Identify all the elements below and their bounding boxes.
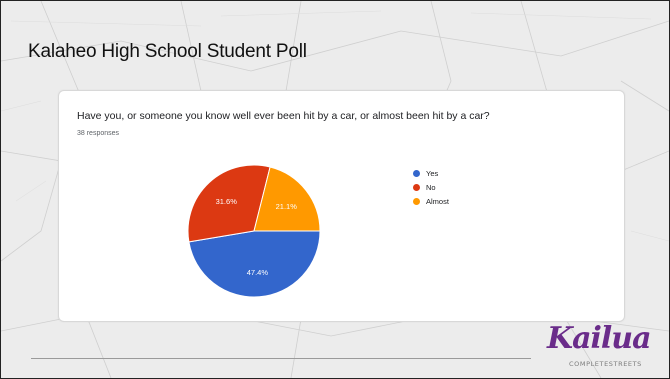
kailua-complete-streets-logo: Kailua COMPLETESTREETS [539, 321, 667, 375]
pie-slice-almost [253, 166, 321, 232]
slide-title: Kalaheo High School Student Poll [28, 41, 307, 62]
slice-label-yes: 47.4% [247, 268, 269, 277]
pie-slice-yes [188, 230, 321, 298]
legend-item-almost: Almost [413, 194, 449, 208]
pie-chart: 47.4% 31.6% 21.1% [187, 164, 321, 298]
legend-swatch [413, 169, 420, 177]
logo-subtitle: COMPLETESTREETS [569, 360, 642, 368]
logo-script-text: Kailua [547, 321, 652, 356]
legend-label: No [426, 182, 436, 192]
question-text: Have you, or someone you know well ever … [77, 110, 490, 122]
legend-swatch [413, 197, 420, 205]
legend-swatch [413, 183, 420, 191]
form-response-card: Have you, or someone you know well ever … [58, 90, 625, 322]
response-count: 38 responses [77, 130, 120, 137]
legend-item-no: No [413, 180, 449, 194]
chart-legend: Yes No Almost [413, 166, 449, 208]
legend-item-yes: Yes [413, 166, 449, 180]
pie-slice-no [187, 164, 271, 243]
slice-label-almost: 21.1% [276, 202, 298, 211]
footer-divider [31, 358, 531, 359]
slice-label-no: 31.6% [216, 197, 238, 206]
legend-label: Almost [426, 196, 449, 206]
legend-label: Yes [426, 168, 439, 178]
